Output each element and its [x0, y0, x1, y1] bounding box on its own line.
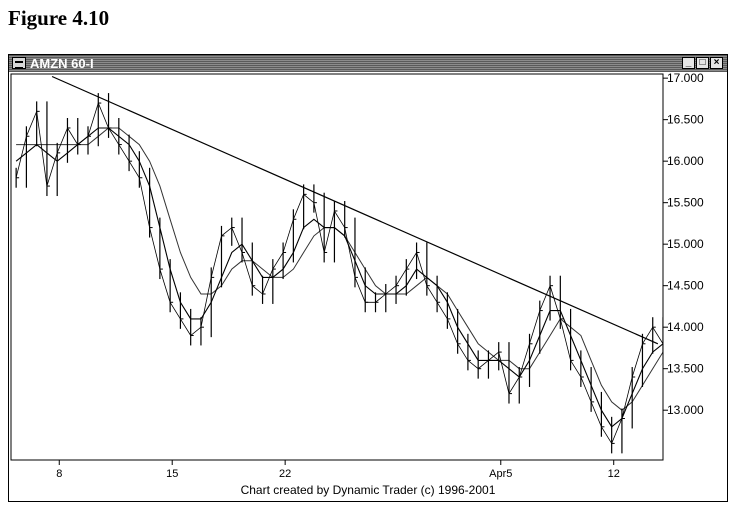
- close-button[interactable]: ×: [710, 57, 723, 69]
- y-tick-label: 15.500: [667, 196, 704, 210]
- x-tick-label: 8: [56, 468, 62, 480]
- x-tick-label: 22: [279, 468, 291, 480]
- y-tick-label: 14.500: [667, 279, 704, 293]
- y-tick-label: 17.000: [667, 72, 704, 85]
- x-tick-label: 12: [608, 468, 620, 480]
- window-controls: _ □ ×: [682, 57, 723, 69]
- minimize-button[interactable]: _: [682, 57, 695, 69]
- y-tick-label: 16.500: [667, 113, 704, 127]
- chart-credit: Chart created by Dynamic Trader (c) 1996…: [240, 483, 496, 497]
- x-tick-label: 15: [166, 468, 178, 480]
- trendline: [51, 75, 659, 345]
- figure-title: Figure 4.10: [8, 6, 110, 30]
- y-tick-label: 14.000: [667, 320, 704, 334]
- x-tick-label: Apr5: [489, 468, 512, 480]
- chart-app-icon[interactable]: [12, 57, 26, 69]
- y-tick-label: 15.000: [667, 237, 704, 251]
- y-tick-label: 13.500: [667, 362, 704, 376]
- plot-frame: [10, 73, 664, 461]
- moving-average-fast-line: [15, 127, 663, 428]
- window-title: AMZN 60-I: [30, 56, 94, 71]
- y-tick-label: 16.000: [667, 154, 704, 168]
- chart-window: AMZN 60-I _ □ × 17.000 16.500 16.000 15.500…: [8, 54, 728, 502]
- y-tick-label: 13.000: [667, 403, 704, 417]
- maximize-button[interactable]: □: [696, 57, 709, 69]
- moving-average-slow-line: [16, 127, 663, 411]
- window-titlebar[interactable]: AMZN 60-I _ □ ×: [9, 55, 727, 72]
- price-chart: 17.000 16.500 16.000 15.500 15.000 14.500 14.0…: [10, 72, 704, 480]
- price-line: [15, 101, 663, 445]
